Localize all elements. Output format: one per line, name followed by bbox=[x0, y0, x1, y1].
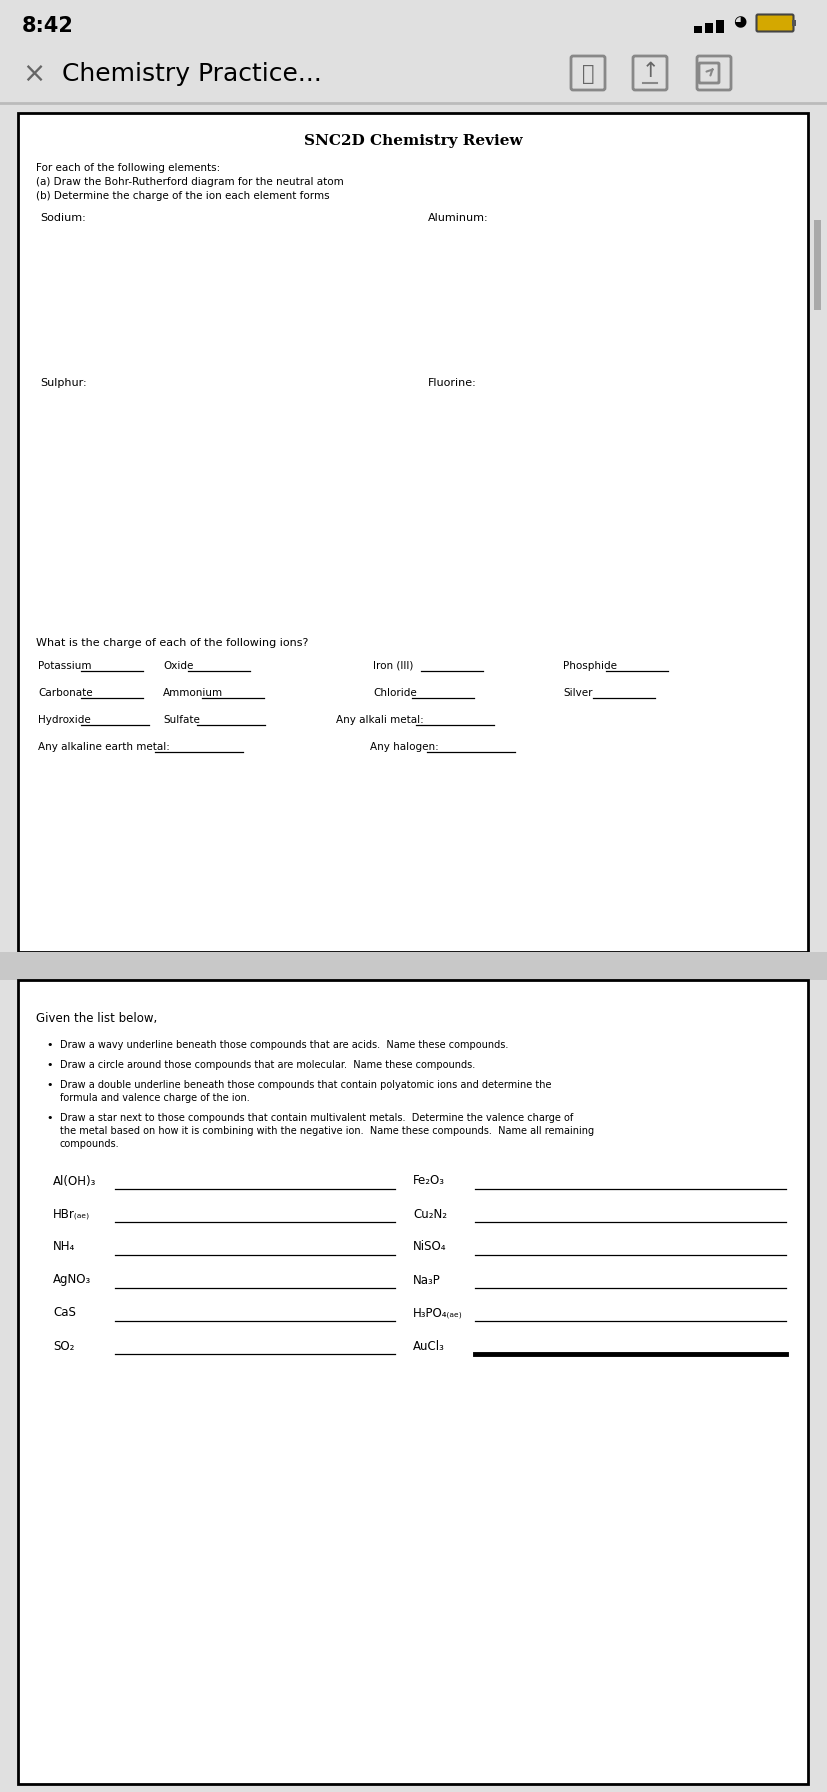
Bar bbox=[693, 27, 701, 32]
Text: Potassium: Potassium bbox=[38, 661, 92, 670]
Text: H₃PO₄₍ₐₑ₎: H₃PO₄₍ₐₑ₎ bbox=[413, 1306, 462, 1319]
Text: •: • bbox=[46, 1081, 52, 1090]
Text: formula and valence charge of the ion.: formula and valence charge of the ion. bbox=[60, 1093, 250, 1104]
Text: SNC2D Chemistry Review: SNC2D Chemistry Review bbox=[304, 134, 522, 149]
Bar bbox=[18, 113, 807, 952]
Bar bbox=[715, 20, 723, 32]
Text: Sulfate: Sulfate bbox=[163, 715, 199, 726]
Text: •: • bbox=[46, 1061, 52, 1070]
Text: NH₄: NH₄ bbox=[53, 1240, 75, 1253]
Text: Chemistry Practice...: Chemistry Practice... bbox=[62, 63, 322, 86]
Text: Draw a double underline beneath those compounds that contain polyatomic ions and: Draw a double underline beneath those co… bbox=[60, 1081, 551, 1090]
Text: •: • bbox=[46, 1113, 52, 1124]
Text: AgNO₃: AgNO₃ bbox=[53, 1274, 91, 1287]
Text: ×: × bbox=[22, 59, 45, 88]
Text: Sodium:: Sodium: bbox=[40, 213, 86, 222]
Text: Any alkali metal:: Any alkali metal: bbox=[336, 715, 423, 726]
Bar bbox=[791, 20, 795, 27]
Text: Draw a wavy underline beneath those compounds that are acids.  Name these compou: Draw a wavy underline beneath those comp… bbox=[60, 1039, 508, 1050]
Text: Al(OH)₃: Al(OH)₃ bbox=[53, 1174, 96, 1188]
Text: Sulphur:: Sulphur: bbox=[40, 378, 87, 389]
Text: Cu₂N₂: Cu₂N₂ bbox=[413, 1208, 447, 1220]
Text: Chloride: Chloride bbox=[372, 688, 416, 699]
Text: Fe₂O₃: Fe₂O₃ bbox=[413, 1174, 444, 1188]
Text: Any alkaline earth metal:: Any alkaline earth metal: bbox=[38, 742, 170, 753]
Text: Iron (III): Iron (III) bbox=[372, 661, 413, 670]
Text: ↑: ↑ bbox=[640, 61, 658, 81]
Text: SO₂: SO₂ bbox=[53, 1339, 74, 1353]
Bar bbox=[0, 952, 827, 980]
Text: Fluorine:: Fluorine: bbox=[428, 378, 476, 389]
Text: Ammonium: Ammonium bbox=[163, 688, 222, 699]
Text: AuCl₃: AuCl₃ bbox=[413, 1339, 444, 1353]
Text: ⬜: ⬜ bbox=[708, 65, 719, 82]
Text: Aluminum:: Aluminum: bbox=[428, 213, 488, 222]
Text: (a) Draw the Bohr-Rutherford diagram for the neutral atom: (a) Draw the Bohr-Rutherford diagram for… bbox=[36, 177, 343, 186]
Text: 8:42: 8:42 bbox=[22, 16, 74, 36]
Text: (b) Determine the charge of the ion each element forms: (b) Determine the charge of the ion each… bbox=[36, 192, 329, 201]
Text: Hydroxide: Hydroxide bbox=[38, 715, 91, 726]
Text: Phosphide: Phosphide bbox=[562, 661, 616, 670]
Bar bbox=[18, 980, 807, 1785]
Text: Draw a circle around those compounds that are molecular.  Name these compounds.: Draw a circle around those compounds tha… bbox=[60, 1061, 475, 1070]
Text: CaS: CaS bbox=[53, 1306, 76, 1319]
Text: Silver: Silver bbox=[562, 688, 592, 699]
Text: compounds.: compounds. bbox=[60, 1140, 119, 1149]
Text: Given the list below,: Given the list below, bbox=[36, 1012, 157, 1025]
Text: the metal based on how it is combining with the negative ion.  Name these compou: the metal based on how it is combining w… bbox=[60, 1125, 594, 1136]
Text: ◕: ◕ bbox=[733, 14, 746, 29]
Text: HBr₍ₐₑ₎: HBr₍ₐₑ₎ bbox=[53, 1208, 90, 1220]
Text: What is the charge of each of the following ions?: What is the charge of each of the follow… bbox=[36, 638, 308, 649]
Text: Draw a star next to those compounds that contain multivalent metals.  Determine : Draw a star next to those compounds that… bbox=[60, 1113, 572, 1124]
Text: Carbonate: Carbonate bbox=[38, 688, 93, 699]
Text: •: • bbox=[46, 1039, 52, 1050]
Text: Any halogen:: Any halogen: bbox=[370, 742, 438, 753]
Bar bbox=[813, 220, 820, 310]
Text: NiSO₄: NiSO₄ bbox=[413, 1240, 446, 1253]
Bar bbox=[704, 23, 712, 32]
Text: Na₃P: Na₃P bbox=[413, 1274, 440, 1287]
Text: For each of the following elements:: For each of the following elements: bbox=[36, 163, 220, 174]
Text: ⌕: ⌕ bbox=[581, 65, 594, 84]
FancyBboxPatch shape bbox=[756, 14, 792, 32]
Text: Oxide: Oxide bbox=[163, 661, 194, 670]
